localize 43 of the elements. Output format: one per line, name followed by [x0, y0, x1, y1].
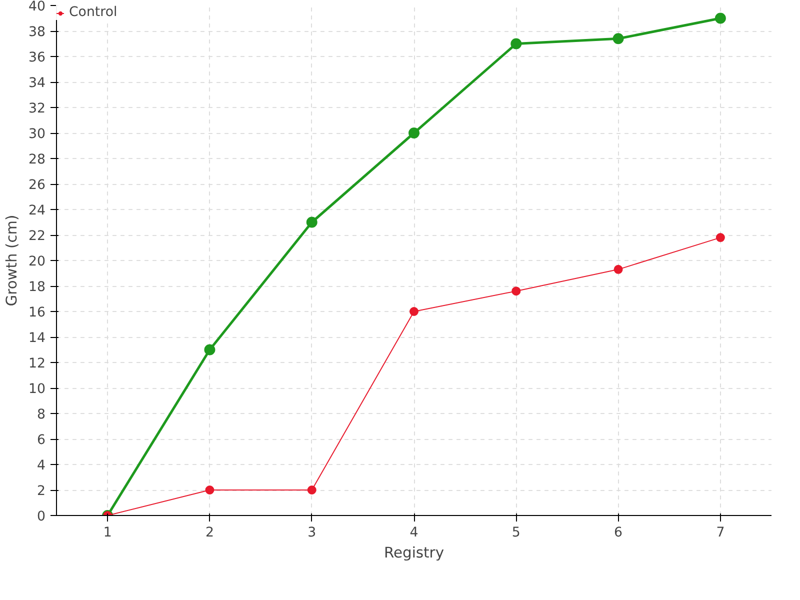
y-tick-label: 20 — [28, 254, 46, 270]
y-tick-label: 36 — [28, 50, 46, 66]
x-tick-label: 6 — [614, 526, 623, 540]
x-tick-label: 3 — [308, 526, 316, 540]
x-tick-label: 4 — [410, 526, 418, 540]
x-axis-title: Registry — [384, 544, 444, 562]
point — [614, 264, 623, 274]
y-tick-label: 34 — [28, 76, 46, 91]
point — [510, 38, 522, 50]
y-tick-label: 32 — [28, 102, 46, 116]
y-tick-label: 10 — [28, 382, 46, 397]
y-tick-label: 6 — [37, 433, 46, 448]
point — [307, 486, 316, 494]
x-tick-label: 7 — [716, 526, 725, 540]
y-tick-label: 4 — [37, 458, 46, 474]
y-tick-label: 30 — [28, 127, 46, 142]
x-tick-label: 5 — [512, 526, 520, 540]
point — [714, 12, 726, 24]
y-tick-label: 2 — [37, 484, 46, 499]
point — [716, 233, 725, 242]
point — [205, 486, 214, 494]
point — [204, 344, 216, 356]
y-tick-label: 8 — [37, 408, 46, 422]
point — [512, 286, 521, 296]
legend-label: Control — [69, 5, 118, 20]
y-tick-label: 26 — [28, 178, 46, 193]
y-tick-label: 38 — [28, 25, 46, 40]
point — [410, 307, 418, 316]
y-tick-label: 14 — [28, 331, 46, 346]
point — [306, 216, 318, 228]
y-tick-label: 0 — [37, 510, 46, 524]
point — [408, 128, 420, 138]
point — [612, 33, 624, 44]
y-tick-label: 40 — [28, 0, 46, 14]
y-tick-label: 18 — [28, 280, 46, 295]
y-tick-label: 16 — [28, 306, 46, 320]
y-tick-label: 28 — [28, 152, 46, 168]
x-tick-label: 2 — [205, 526, 214, 540]
y-tick-label: 12 — [28, 356, 46, 372]
y-axis-title: Growth (cm) — [4, 214, 21, 306]
y-tick-label: 22 — [28, 229, 46, 244]
x-tick-label: 1 — [103, 526, 112, 540]
y-tick-label: 24 — [28, 204, 46, 218]
